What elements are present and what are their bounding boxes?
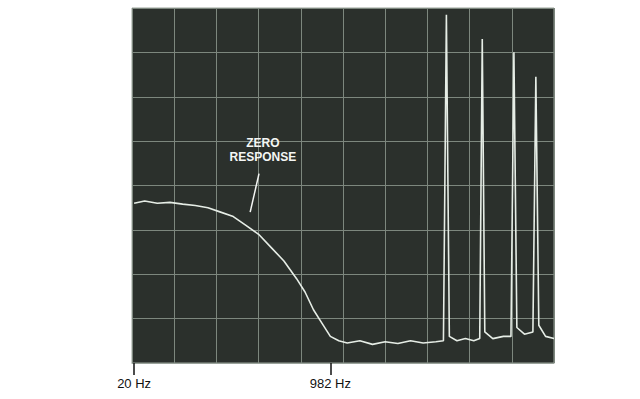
svg-text:RESPONSE: RESPONSE <box>229 150 296 164</box>
svg-text:20 Hz: 20 Hz <box>117 376 151 391</box>
svg-text:982 Hz: 982 Hz <box>310 376 351 391</box>
svg-text:ZERO: ZERO <box>246 136 279 150</box>
